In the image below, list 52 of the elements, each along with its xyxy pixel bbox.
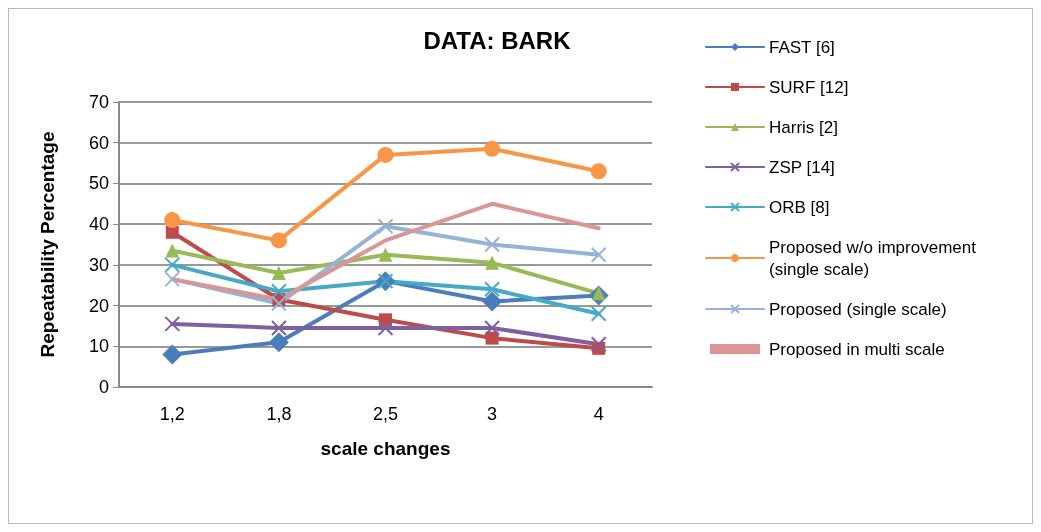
legend-label: ORB [8] <box>769 197 830 217</box>
legend-label: Harris [2] <box>769 117 838 137</box>
x-tick-label: 1,2 <box>159 404 185 424</box>
legend-label: FAST [6] <box>769 37 835 57</box>
point <box>485 331 499 345</box>
point <box>378 247 393 262</box>
point <box>270 319 287 336</box>
legend-label: SURF [12] <box>769 77 849 97</box>
y-tick-label: 20 <box>88 295 109 316</box>
point <box>164 256 181 273</box>
point <box>268 332 289 353</box>
point <box>270 232 287 249</box>
y-tick-label: 30 <box>88 254 109 275</box>
point <box>164 315 181 332</box>
y-tick-label: 60 <box>88 132 109 153</box>
point <box>482 291 503 312</box>
x-tick-label: 2,5 <box>372 404 399 424</box>
x-tick-label: 4 <box>593 404 604 424</box>
point <box>377 319 394 336</box>
point <box>590 305 607 322</box>
legend-label: Proposed (single scale) <box>769 299 947 319</box>
point <box>484 236 501 253</box>
point <box>485 255 500 270</box>
x-tick-label: 3 <box>487 404 498 424</box>
chart-title: DATA: BARK <box>423 26 572 54</box>
point <box>270 283 287 300</box>
point <box>377 218 394 235</box>
point <box>484 319 501 336</box>
point <box>165 243 180 258</box>
legend-label: Proposed in multi scale <box>769 339 945 359</box>
point <box>164 212 181 229</box>
point <box>377 146 394 163</box>
point <box>164 271 181 288</box>
point <box>590 163 607 180</box>
point <box>162 344 183 365</box>
point <box>271 266 286 280</box>
x-tick-label: 1,8 <box>266 404 292 424</box>
y-tick-label: 10 <box>88 336 109 357</box>
point <box>484 140 501 157</box>
legend-label: Proposed w/o improvement (single scale) <box>769 237 981 279</box>
y-axis-title: Repeatability Percentage <box>37 131 58 358</box>
point <box>165 225 179 239</box>
legend-label: ZSP [14] <box>769 157 835 177</box>
y-tick-label: 50 <box>88 173 109 194</box>
point <box>270 295 287 312</box>
point <box>590 336 607 353</box>
y-tick-label: 40 <box>88 214 109 235</box>
y-tick-label: 70 <box>88 92 109 112</box>
y-tick-label: 0 <box>98 377 109 397</box>
point <box>590 246 607 263</box>
point <box>484 281 501 298</box>
x-axis-title: scale changes <box>320 438 451 459</box>
